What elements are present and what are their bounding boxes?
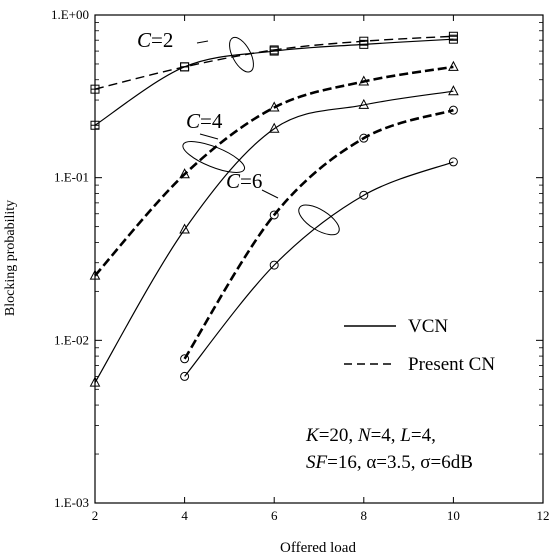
y-tick-label: 1.E-02 [54, 332, 89, 347]
series-line-5 [183, 108, 454, 360]
plot-area [94, 14, 544, 504]
x-tick-label: 2 [92, 508, 99, 523]
group-leader-1 [199, 133, 219, 140]
triangle-marker [179, 168, 190, 179]
triangle-marker [89, 269, 101, 280]
x-tick-label: 4 [181, 508, 188, 523]
triangle-marker [448, 85, 459, 96]
circle-marker [269, 260, 279, 270]
y-axis-label: Blocking probability [3, 200, 18, 316]
x-tick-label: 6 [271, 508, 278, 523]
triangle-marker [268, 122, 280, 133]
group-ellipse-2 [298, 204, 340, 236]
circle-marker [448, 105, 458, 115]
legend-label-1: Present CN [408, 354, 495, 375]
triangle-marker [358, 98, 370, 109]
group-label-1: C=4 [186, 109, 223, 133]
legend-label-0: VCN [408, 316, 448, 337]
y-tick-label: 1.E+00 [51, 7, 89, 22]
triangle-marker [179, 223, 190, 234]
group-label-0: C=2 [137, 28, 173, 52]
triangle-marker [448, 60, 459, 71]
plot-frame [94, 14, 544, 504]
marker-layer [89, 31, 459, 387]
x-tick-label: 12 [537, 508, 550, 523]
series-layer [94, 35, 454, 383]
circle-marker [448, 157, 458, 167]
parameter-text-line2: SF=16, α=3.5, σ=6dB [306, 452, 473, 473]
group-leader-2 [261, 189, 279, 199]
series-line-0 [94, 38, 454, 126]
series-line-2 [94, 90, 454, 383]
triangle-marker [358, 75, 370, 86]
triangle-marker [89, 376, 101, 387]
y-tick-label: 1.E-03 [54, 495, 89, 510]
circle-marker [180, 371, 190, 381]
circle-marker [359, 133, 369, 143]
group-ellipse-0 [229, 36, 254, 73]
x-tick-label: 8 [361, 508, 368, 523]
group-ellipse-1 [182, 141, 246, 173]
circle-marker [180, 354, 190, 364]
annotation-layer: C=2 C=4 C=6 [137, 28, 340, 236]
group-label-2: C=6 [226, 169, 262, 193]
circle-marker [359, 190, 369, 200]
axis-layer: 2 4 6 8 10 12 1.E+00 1.E-01 1.E-02 1.E-03 [51, 7, 550, 523]
x-tick-label: 10 [447, 508, 460, 523]
y-tick-label: 1.E-01 [54, 170, 89, 185]
x-axis-label: Offered load [280, 540, 356, 556]
series-line-4 [184, 161, 454, 377]
circle-marker [269, 210, 279, 220]
group-leader-0 [196, 40, 209, 44]
parameter-text-line1: K=20, N=4, L=4, [305, 425, 436, 446]
triangle-marker [268, 101, 280, 112]
legend: VCN Present CN [344, 316, 495, 375]
